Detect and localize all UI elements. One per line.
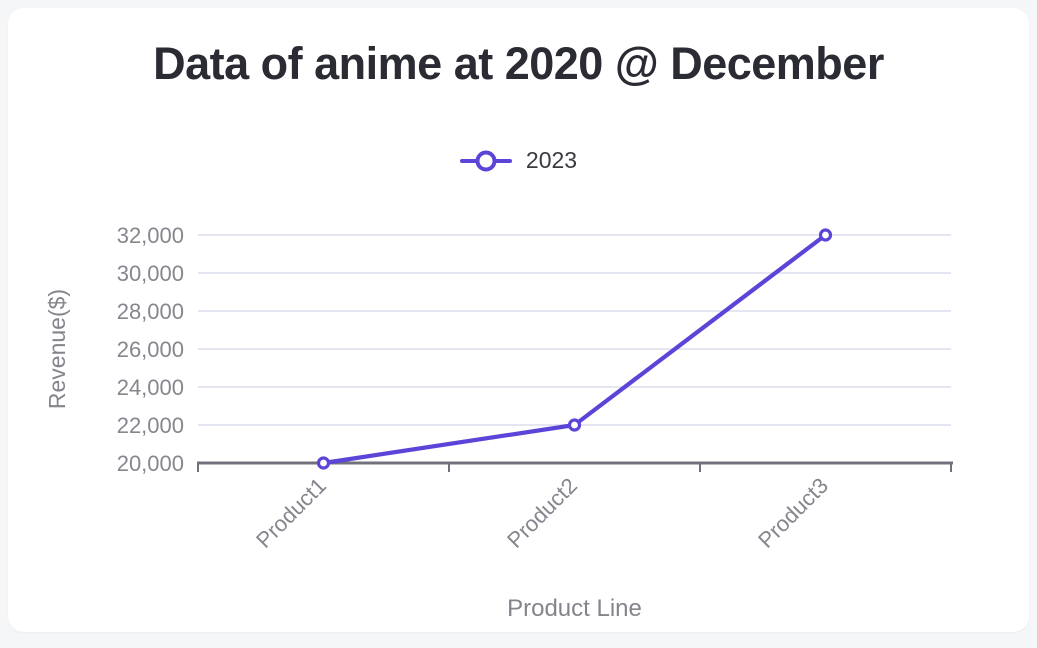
legend-label: 2023 — [525, 147, 578, 173]
x-tick-label: Product2 — [502, 473, 582, 553]
data-point[interactable] — [818, 228, 833, 242]
data-point[interactable] — [316, 456, 331, 470]
y-axis-title: Revenue($) — [44, 289, 70, 409]
chart-card: Data of anime at 2020 @ December 2023 20… — [8, 8, 1029, 632]
y-tick-label: 32,000 — [117, 223, 184, 248]
x-tick-label: Product3 — [753, 473, 833, 553]
legend-line-marker-icon — [459, 150, 512, 172]
chart-title: Data of anime at 2020 @ December — [153, 38, 884, 89]
x-axis-title: Product Line — [507, 595, 642, 622]
data-point[interactable] — [567, 418, 582, 432]
y-tick-label: 22,000 — [117, 413, 184, 438]
legend-item-2023[interactable]: 2023 — [8, 147, 1029, 174]
legend-circle-icon — [475, 150, 497, 171]
y-tick-label: 26,000 — [117, 337, 184, 362]
x-tick-label: Product1 — [251, 473, 331, 553]
y-tick-label: 28,000 — [117, 299, 184, 324]
y-tick-label: 24,000 — [117, 375, 184, 400]
y-tick-label: 30,000 — [117, 261, 184, 286]
y-tick-label: 20,000 — [117, 451, 184, 476]
line-chart: 20,000 22,000 24,000 26,000 28,000 30,000 32,0… — [44, 223, 953, 622]
